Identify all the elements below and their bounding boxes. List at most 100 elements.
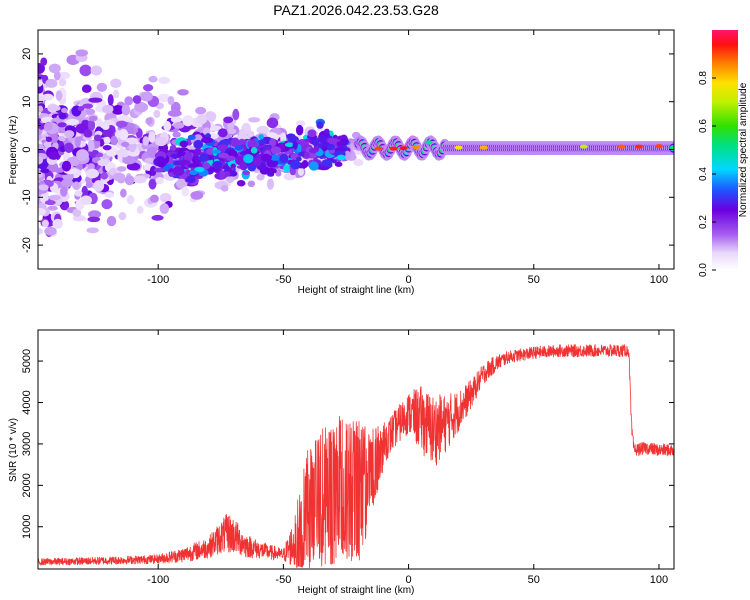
- spectrogram-cell: [196, 113, 208, 125]
- spectrogram-cell: [38, 123, 45, 130]
- spectrogram-heatmap: [38, 49, 674, 238]
- spectrogram-cell: [227, 149, 238, 158]
- spectrogram-cell: [102, 104, 114, 114]
- snr-x-tick-label: -100: [147, 574, 169, 586]
- spectrogram-cell: [177, 151, 187, 156]
- spectrogram-cell: [353, 158, 364, 167]
- spectrogram-cell: [232, 108, 240, 121]
- spectrogram-cell: [53, 167, 65, 173]
- spectrogram-cell: [253, 157, 262, 167]
- spectrogram-cell: [40, 57, 48, 66]
- spectrogram-cell: [331, 159, 338, 164]
- spectrogram-cell: [66, 118, 80, 126]
- spectrogram-cell: [295, 124, 304, 136]
- spectrogram-cell: [61, 160, 72, 172]
- spectrogram-cell: [172, 166, 185, 177]
- spectrogram-cell: [279, 154, 289, 164]
- spectrogram-cell: [145, 117, 153, 125]
- spectrogram-cell: [38, 155, 44, 165]
- spectrogram-cell: [579, 144, 588, 149]
- spectrogram-cell: [185, 175, 196, 184]
- spectrogram-cell: [38, 184, 49, 191]
- spectrogram-cell: [85, 168, 100, 179]
- spectrogram-y-tick-label: -10: [21, 189, 33, 205]
- spectrogram-cell: [194, 166, 205, 173]
- spectrogram-cell: [307, 129, 317, 138]
- colorbar-tick-label: 0.2: [698, 215, 709, 229]
- spectrogram-cell: [159, 203, 170, 214]
- spectrogram-cell: [64, 130, 75, 138]
- spectrogram-cell: [290, 136, 299, 142]
- spectrogram-cell: [79, 64, 92, 77]
- colorbar-gradient: [712, 30, 738, 270]
- spectrogram-x-tick-label: -100: [147, 274, 169, 286]
- spectrogram-cell: [142, 136, 150, 146]
- spectrogram-cell: [316, 121, 324, 129]
- snr-y-tick-label: 3000: [21, 432, 33, 456]
- spectrogram-cell: [226, 128, 237, 135]
- spectrogram-cell: [122, 156, 136, 165]
- spectrogram-cell: [112, 172, 126, 182]
- spectrogram-cell: [217, 144, 228, 151]
- spectrogram-cell: [204, 111, 217, 123]
- spectrogram-cell: [57, 127, 66, 133]
- spectrogram-cell: [121, 141, 130, 148]
- spectrogram-cell: [102, 127, 113, 138]
- spectrogram-cell: [75, 49, 89, 57]
- spectrogram-cell: [617, 144, 626, 149]
- spectrogram-cell: [88, 115, 98, 122]
- spectrogram-cell: [247, 130, 255, 138]
- spectrogram-cell: [149, 165, 157, 176]
- spectrogram-cell: [169, 144, 177, 151]
- spectrogram-cell: [115, 120, 128, 128]
- spectrogram-cell: [60, 185, 68, 197]
- colorbar-tick-label: 0.4: [698, 167, 709, 181]
- spectrogram-cell: [148, 178, 157, 190]
- spectrogram-cell: [86, 227, 99, 234]
- spectrogram-cell: [182, 115, 194, 127]
- spectrogram-cell: [236, 179, 246, 187]
- spectrogram-cell: [118, 128, 129, 141]
- spectrogram-cell: [61, 107, 68, 113]
- spectrogram-cell: [124, 96, 134, 106]
- colorbar: 0.0 0.2 0.4 0.6 0.8 Normalized spectral ampl…: [698, 30, 749, 277]
- spectrogram-cell: [87, 216, 101, 223]
- spectrogram-cell: [283, 164, 290, 173]
- spectrogram-cell: [239, 162, 248, 171]
- snr-x-axis: -100 -50 0 50 100: [147, 330, 668, 586]
- spectrogram-cell: [100, 172, 109, 180]
- spectrogram-cell: [308, 161, 319, 171]
- spectrogram-cell: [173, 122, 185, 129]
- spectrogram-cell: [44, 199, 56, 206]
- spectrogram-cell: [167, 95, 175, 106]
- spectrogram-cell: [110, 78, 122, 89]
- snr-y-tick-label: 2000: [21, 473, 33, 497]
- spectrogram-cell: [126, 194, 135, 205]
- spectrogram-cell: [77, 106, 85, 112]
- spectrogram-cell: [256, 125, 270, 135]
- spectrogram-cell: [454, 145, 463, 150]
- spectrogram-cell: [219, 170, 226, 180]
- spectrogram-cell: [144, 157, 155, 164]
- snr-panel: -100 -50 0 50 100 1000 2000 3000 4000 5000 Heigh…: [8, 329, 675, 596]
- spectrogram-cell: [120, 188, 127, 198]
- spectrogram-cell: [172, 131, 181, 138]
- spectrogram-cell: [52, 218, 63, 229]
- spectrogram-cell: [230, 163, 236, 169]
- spectrogram-cell: [95, 118, 104, 128]
- spectrogram-cell: [126, 162, 141, 171]
- spectrogram-y-tick-label: 0: [21, 146, 33, 152]
- spectrogram-cell: [153, 109, 161, 118]
- colorbar-label: Normalized spectral amplitude: [738, 82, 749, 217]
- spectrogram-cell: [143, 84, 154, 92]
- spectrogram-cell: [266, 178, 275, 190]
- snr-x-label: Height of straight line (km): [298, 585, 415, 596]
- spectrogram-y-tick-label: 10: [21, 96, 33, 108]
- spectrogram-cell: [76, 149, 89, 161]
- spectrogram-cell: [296, 156, 302, 162]
- spectrogram-cell: [41, 219, 49, 228]
- spectrogram-cell: [374, 146, 383, 151]
- spectrogram-cell: [170, 116, 183, 123]
- spectrogram-cell: [64, 142, 74, 153]
- spectrogram-cell: [211, 149, 222, 154]
